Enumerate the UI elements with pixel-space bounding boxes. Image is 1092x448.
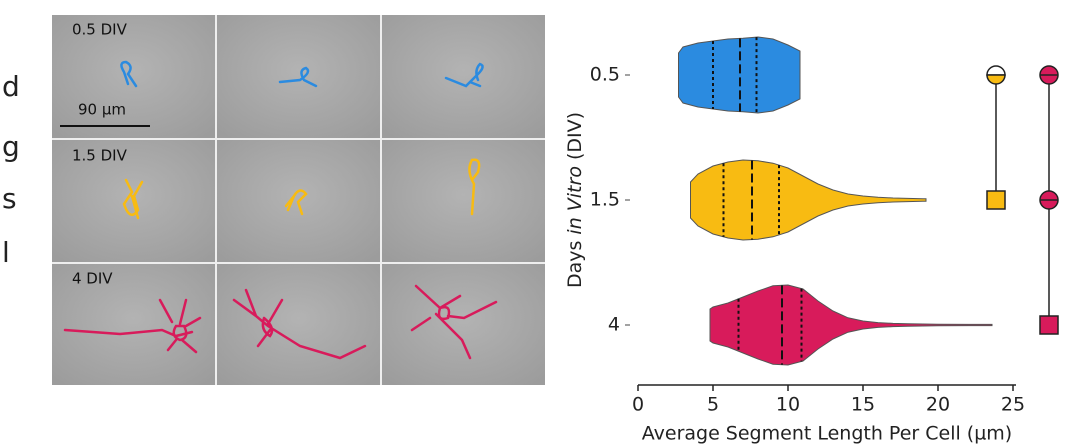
x-tick-label: 0 xyxy=(632,394,644,416)
violin xyxy=(679,37,801,113)
y-tick-label: 4 xyxy=(608,314,620,336)
row-label: 1.5 DIV xyxy=(72,147,128,165)
text-fragment: g xyxy=(2,130,20,163)
y-axis-label: Days in Vitro (DIV) xyxy=(564,112,586,288)
y-label-part: in Vitro xyxy=(564,166,586,235)
x-axis-label: Average Segment Length Per Cell (µm) xyxy=(642,423,1012,445)
marker-square xyxy=(987,191,1005,209)
page: {"figure_fragments": ["d", "g", "s", "l"… xyxy=(0,0,1092,448)
violin xyxy=(691,160,927,240)
cut-text: d g s l xyxy=(2,70,20,269)
micrograph xyxy=(382,264,545,385)
figure: d g s l 0.5 DIV 1.5 DIV 4 DIV 90 µm xyxy=(0,0,1092,448)
x-tick-label: 5 xyxy=(707,394,719,416)
x-tick-label: 15 xyxy=(851,394,875,416)
row-label: 0.5 DIV xyxy=(72,21,128,39)
y-tick-label: 0.5 xyxy=(590,64,620,86)
y-tick-label: 1.5 xyxy=(590,189,620,211)
micrograph xyxy=(382,15,545,138)
text-fragment: d xyxy=(2,70,20,103)
significance-markers xyxy=(987,66,1058,334)
text-fragment: l xyxy=(2,236,10,269)
violin-chart: Days in Vitro (DIV) Average Segment Leng… xyxy=(564,37,1059,445)
x-tick-label: 20 xyxy=(926,394,950,416)
y-label-part: Days xyxy=(564,235,586,288)
marker-half xyxy=(987,66,1005,75)
micrograph xyxy=(217,264,380,385)
micrograph xyxy=(217,15,380,138)
violin xyxy=(710,285,992,365)
marker-half xyxy=(987,75,1005,84)
image-grid: 0.5 DIV 1.5 DIV 4 DIV 90 µm xyxy=(52,15,545,385)
scale-bar-label: 90 µm xyxy=(78,101,126,119)
text-fragment: s xyxy=(2,182,17,215)
x-tick-label: 25 xyxy=(1001,394,1025,416)
row-label: 4 DIV xyxy=(72,270,113,288)
marker-square xyxy=(1040,316,1058,334)
y-label-part: (DIV) xyxy=(564,112,586,166)
x-tick-label: 10 xyxy=(776,394,800,416)
micrograph xyxy=(382,140,545,262)
